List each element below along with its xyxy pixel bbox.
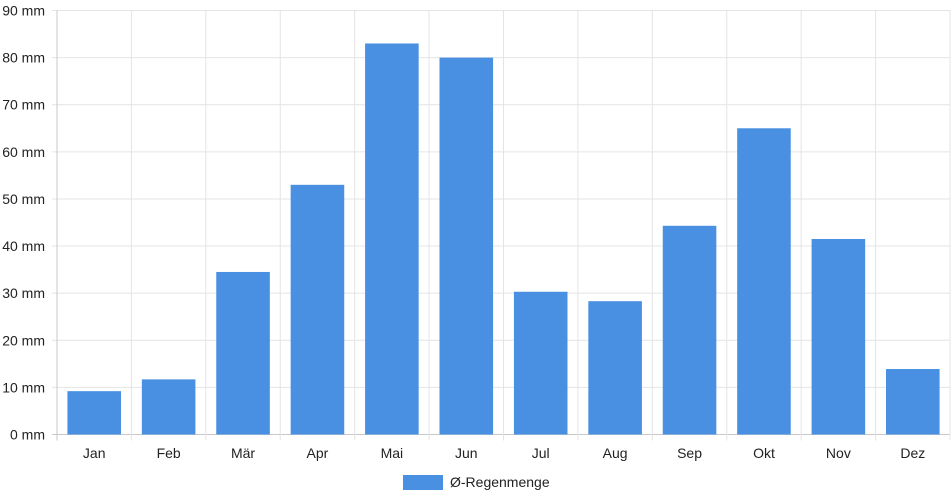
x-tick-label: Mär — [231, 445, 255, 461]
bar[interactable] — [67, 391, 121, 435]
x-axis: Jan Feb Mär Apr Mai Jun Jul Aug Sep Okt Nov Dez — [83, 445, 925, 461]
bar[interactable] — [588, 301, 642, 435]
bar[interactable] — [141, 379, 196, 435]
x-tick-label: Sep — [677, 445, 702, 461]
bar[interactable] — [439, 57, 494, 435]
y-tick-label: 0 mm — [10, 427, 45, 443]
y-tick-label: 30 mm — [2, 285, 45, 301]
x-tick-label: Apr — [307, 445, 329, 461]
y-tick-label: 40 mm — [2, 238, 45, 254]
legend-label[interactable]: Ø-Regenmenge — [450, 474, 550, 490]
bar[interactable] — [290, 184, 345, 435]
x-tick-label: Okt — [753, 445, 775, 461]
bar[interactable] — [811, 238, 866, 435]
x-tick-label: Nov — [826, 445, 851, 461]
y-tick-label: 20 mm — [2, 332, 45, 348]
x-tick-label: Feb — [157, 445, 181, 461]
bar[interactable] — [365, 43, 419, 435]
x-tick-label: Dez — [900, 445, 925, 461]
bar[interactable] — [737, 128, 791, 435]
x-tick-label: Mai — [381, 445, 404, 461]
y-tick-label: 80 mm — [2, 50, 45, 66]
x-tick-label: Jun — [455, 445, 478, 461]
bar[interactable] — [886, 369, 940, 435]
y-tick-label: 90 mm — [2, 3, 45, 19]
bar[interactable] — [216, 271, 270, 435]
y-axis: 0 mm 10 mm 20 mm 30 mm 40 mm 50 mm 60 mm 70 mm 8… — [2, 3, 45, 443]
grid-lines — [52, 10, 951, 441]
x-tick-label: Jan — [83, 445, 106, 461]
x-tick-label: Aug — [603, 445, 628, 461]
y-tick-label: 60 mm — [2, 144, 45, 160]
bar[interactable] — [513, 291, 568, 435]
legend-swatch[interactable] — [403, 475, 443, 490]
y-tick-label: 10 mm — [2, 379, 45, 395]
x-tick-label: Jul — [532, 445, 550, 461]
y-tick-label: 70 mm — [2, 97, 45, 113]
legend[interactable]: Ø-Regenmenge — [403, 474, 550, 490]
y-tick-label: 50 mm — [2, 191, 45, 207]
bars — [67, 43, 940, 435]
bar[interactable] — [662, 225, 717, 435]
